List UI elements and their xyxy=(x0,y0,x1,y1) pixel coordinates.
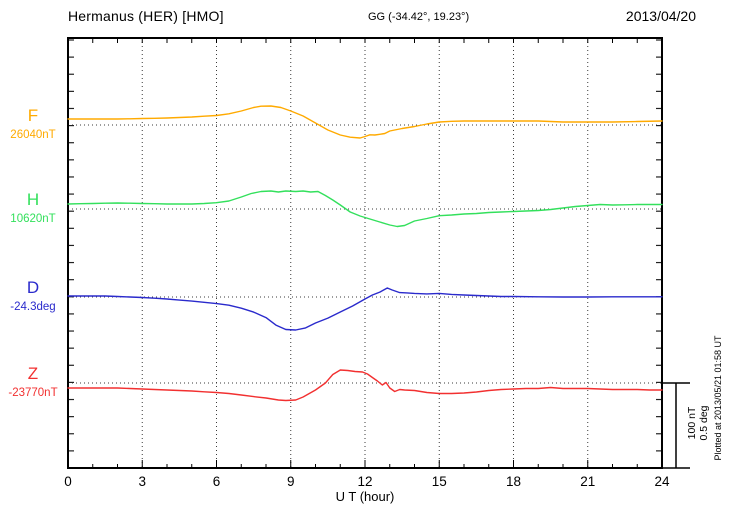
x-tick-label: 6 xyxy=(213,474,221,489)
scale-bar-nt-label: 100 nT xyxy=(686,406,698,440)
x-tick-label: 9 xyxy=(287,474,295,489)
x-tick-label: 0 xyxy=(64,474,72,489)
trace-basevalue-H: 10620nT xyxy=(10,213,56,225)
x-tick-label: 24 xyxy=(654,474,670,489)
trace-D xyxy=(67,287,663,331)
page-title: Hermanus (HER) [HMO] xyxy=(68,8,224,24)
scale-bar-deg-label: 0.5 deg xyxy=(698,405,710,441)
trace-label-D: D xyxy=(26,278,40,297)
plot-frame xyxy=(67,37,663,469)
plotted-timestamp: Plotted at 2013/05/21 01:58 UT xyxy=(713,335,723,461)
trace-basevalue-F: 26040nT xyxy=(10,129,56,141)
trace-basevalue-D: -24.3deg xyxy=(10,301,56,313)
scale-bar-labels: 100 nT 0.5 deg xyxy=(686,368,712,478)
x-tick-label: 12 xyxy=(357,474,372,489)
plot-date: 2013/04/20 xyxy=(625,8,696,24)
trace-F xyxy=(67,105,663,139)
trace-H xyxy=(67,190,663,228)
x-tick-label: 15 xyxy=(432,474,447,489)
trace-label-Z: Z xyxy=(27,364,39,383)
trace-label-F: F xyxy=(27,106,39,125)
x-tick-label: 21 xyxy=(580,474,595,489)
x-axis-label: U T (hour) xyxy=(335,489,395,504)
trace-basevalue-Z: -23770nT xyxy=(8,387,58,399)
x-tick-label: 3 xyxy=(138,474,146,489)
trace-label-H: H xyxy=(26,190,40,209)
geographic-coordinates: GG (-34.42°, 19.23°) xyxy=(368,11,470,23)
x-tick-label: 18 xyxy=(506,474,521,489)
trace-Z xyxy=(67,369,663,402)
